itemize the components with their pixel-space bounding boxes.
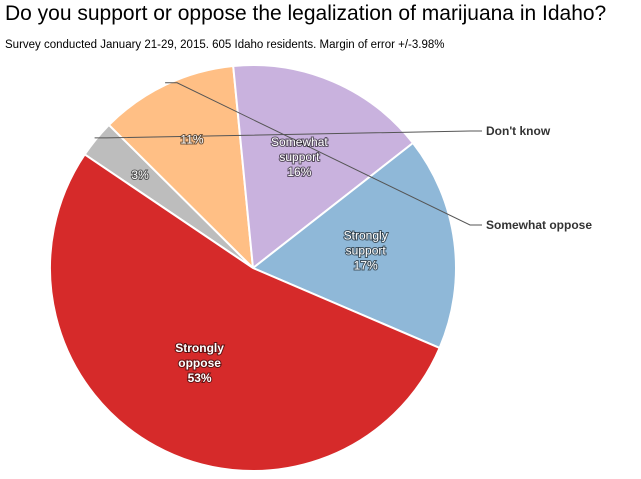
chart-title: Do you support or oppose the legalizatio… — [5, 2, 607, 25]
slice-label-strongly-support: Strongly support 17% — [344, 228, 388, 272]
slice-category-don-t-know: Don't know — [486, 124, 551, 138]
slice-strongly-support — [251, 141, 457, 350]
slice-somewhat-support — [232, 64, 415, 270]
slice-label-strongly-oppose: Strongly oppose 53% — [175, 341, 224, 385]
slice-strongly-oppose — [48, 153, 441, 473]
chart-subtitle: Survey conducted January 21-29, 2015. 60… — [5, 39, 445, 51]
slice-category-somewhat-oppose: Somewhat oppose — [486, 218, 592, 232]
pie-labels: 3% Don't know 11% Somewhat oppose Somewhat su… — [94, 82, 592, 386]
leader-line-don-t-know — [94, 130, 482, 139]
leader-line-somewhat-oppose — [165, 82, 482, 226]
slice-value-don-t-know: 3% — [131, 168, 149, 182]
pie-slices — [48, 64, 457, 473]
slice-label-somewhat-support: Somewhat support 16% — [271, 135, 328, 179]
slice-value-somewhat-oppose: 11% — [180, 133, 203, 147]
slice-somewhat-oppose — [107, 64, 255, 271]
